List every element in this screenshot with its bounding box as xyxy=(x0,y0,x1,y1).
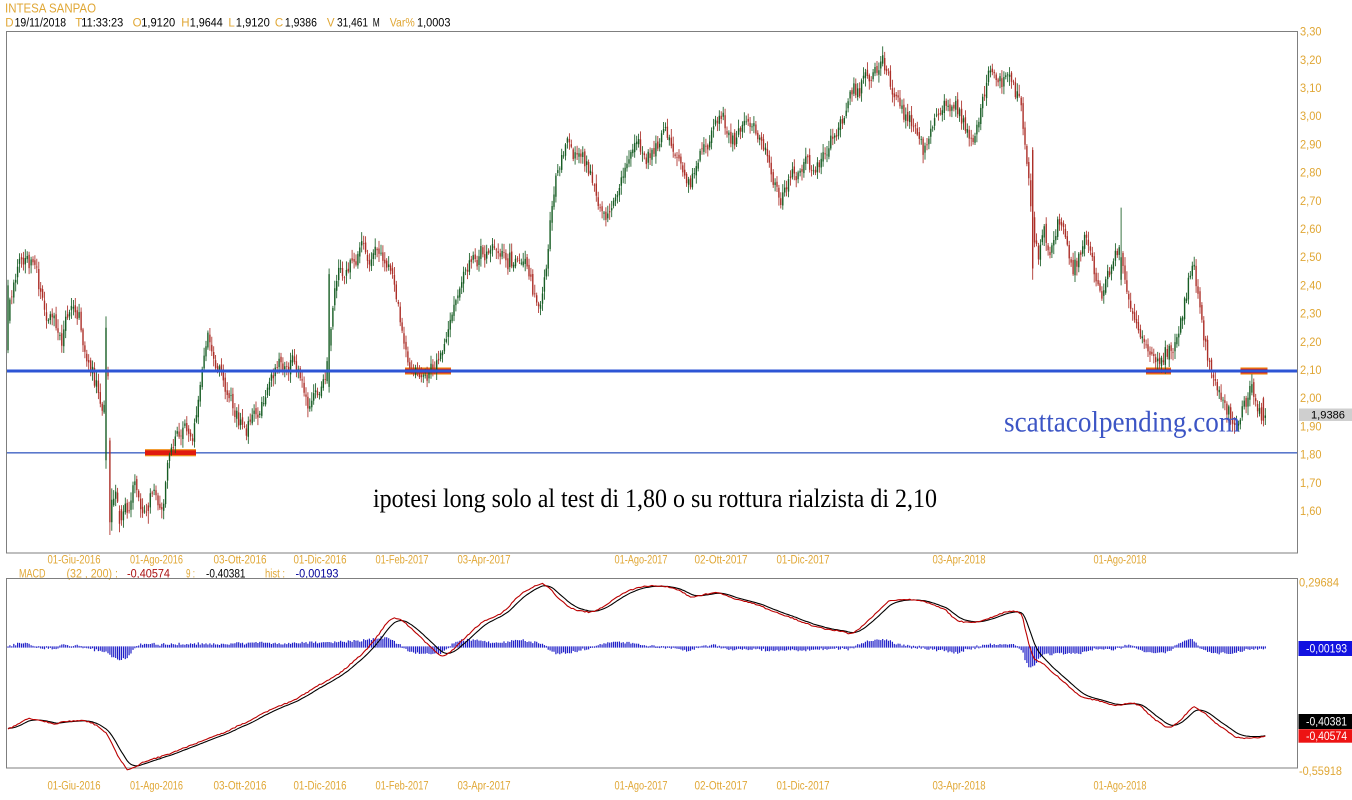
svg-text:2,40: 2,40 xyxy=(1300,280,1322,292)
svg-text:2,20: 2,20 xyxy=(1300,337,1322,349)
svg-text:-0,40381: -0,40381 xyxy=(1306,717,1347,729)
svg-text:INTESA SANPAO: INTESA SANPAO xyxy=(5,2,96,16)
svg-text:T: T xyxy=(75,18,82,30)
svg-text:03-Ott-2016: 03-Ott-2016 xyxy=(214,555,267,567)
svg-text:01-Ago-2018: 01-Ago-2018 xyxy=(1094,555,1147,567)
svg-text:01-Ago-2017: 01-Ago-2017 xyxy=(615,781,668,793)
svg-text:01-Ago-2017: 01-Ago-2017 xyxy=(615,555,668,567)
svg-text:L: L xyxy=(228,18,235,30)
svg-text:01-Ago-2018: 01-Ago-2018 xyxy=(1094,781,1147,793)
svg-text:01-Feb-2017: 01-Feb-2017 xyxy=(376,781,429,793)
svg-text:03-Apr-2017: 03-Apr-2017 xyxy=(458,781,511,793)
svg-text:01-Ago-2016: 01-Ago-2016 xyxy=(130,555,183,567)
svg-text:-0,00193: -0,00193 xyxy=(1306,644,1347,656)
svg-text:-0,40574: -0,40574 xyxy=(127,569,171,581)
svg-text:01-Ago-2016: 01-Ago-2016 xyxy=(130,781,183,793)
svg-text:1,60: 1,60 xyxy=(1300,506,1322,518)
svg-text:1,9386: 1,9386 xyxy=(285,18,317,30)
svg-text:03-Apr-2017: 03-Apr-2017 xyxy=(458,555,511,567)
svg-text:2,00: 2,00 xyxy=(1300,393,1322,405)
svg-text:1,90: 1,90 xyxy=(1300,421,1322,433)
svg-text:-0,55918: -0,55918 xyxy=(1299,766,1342,778)
svg-text:03-Ott-2016: 03-Ott-2016 xyxy=(214,781,267,793)
svg-text:2,50: 2,50 xyxy=(1300,252,1322,264)
svg-text:3,00: 3,00 xyxy=(1300,111,1322,123)
svg-text:1,9120: 1,9120 xyxy=(141,18,175,30)
svg-text:ipotesi long solo al test di 1: ipotesi long solo al test di 1,80 o su r… xyxy=(373,484,937,513)
svg-text:01-Dic-2016: 01-Dic-2016 xyxy=(294,781,347,793)
svg-text:19/11/2018: 19/11/2018 xyxy=(15,18,67,30)
svg-text:3,10: 3,10 xyxy=(1300,83,1322,95)
svg-text:02-Ott-2017: 02-Ott-2017 xyxy=(695,555,748,567)
svg-text:D: D xyxy=(5,18,13,30)
svg-text:2,90: 2,90 xyxy=(1300,139,1322,151)
svg-text:01-Dic-2016: 01-Dic-2016 xyxy=(294,555,347,567)
svg-text:1,0003: 1,0003 xyxy=(417,18,451,30)
svg-text:02-Ott-2017: 02-Ott-2017 xyxy=(695,781,748,793)
svg-text:O: O xyxy=(133,18,142,30)
svg-text:Var%: Var% xyxy=(390,18,415,30)
svg-text:hist :: hist : xyxy=(265,569,285,581)
svg-text:1,80: 1,80 xyxy=(1300,450,1322,462)
svg-text:2,70: 2,70 xyxy=(1300,196,1322,208)
svg-text:-0,40381: -0,40381 xyxy=(206,569,246,581)
svg-text:31,461: 31,461 xyxy=(337,18,368,30)
svg-text:H: H xyxy=(181,18,189,30)
svg-text:C: C xyxy=(275,18,283,30)
svg-text:01-Dic-2017: 01-Dic-2017 xyxy=(777,781,830,793)
svg-text:03-Apr-2018: 03-Apr-2018 xyxy=(933,781,986,793)
svg-text:01-Feb-2017: 01-Feb-2017 xyxy=(376,555,429,567)
svg-text:01-Dic-2017: 01-Dic-2017 xyxy=(777,555,830,567)
svg-text:11:33:23: 11:33:23 xyxy=(81,18,123,30)
svg-text:MACD: MACD xyxy=(19,569,46,581)
svg-text:2,80: 2,80 xyxy=(1300,168,1322,180)
svg-text:3,20: 3,20 xyxy=(1300,55,1322,67)
svg-text:(32 , 200) :: (32 , 200) : xyxy=(67,569,119,581)
svg-text:9 :: 9 : xyxy=(186,569,195,581)
svg-text:01-Giu-2016: 01-Giu-2016 xyxy=(48,781,101,793)
svg-text:M: M xyxy=(373,18,380,30)
svg-text:scattacolpending.com: scattacolpending.com xyxy=(1004,406,1240,439)
svg-text:1,9644: 1,9644 xyxy=(190,18,224,30)
svg-text:2,60: 2,60 xyxy=(1300,224,1322,236)
svg-text:1,70: 1,70 xyxy=(1300,478,1322,490)
svg-text:1,9386: 1,9386 xyxy=(1311,410,1345,422)
svg-text:2,10: 2,10 xyxy=(1300,365,1322,377)
svg-text:2,30: 2,30 xyxy=(1300,309,1322,321)
svg-text:3,30: 3,30 xyxy=(1300,27,1322,39)
svg-text:1,9120: 1,9120 xyxy=(236,18,270,30)
svg-text:-0,40574: -0,40574 xyxy=(1306,731,1348,743)
svg-text:-0,00193: -0,00193 xyxy=(296,569,339,581)
svg-text:01-Giu-2016: 01-Giu-2016 xyxy=(48,555,101,567)
svg-text:V: V xyxy=(327,18,335,30)
svg-text:03-Apr-2018: 03-Apr-2018 xyxy=(933,555,986,567)
svg-text:0,29684: 0,29684 xyxy=(1299,578,1340,590)
